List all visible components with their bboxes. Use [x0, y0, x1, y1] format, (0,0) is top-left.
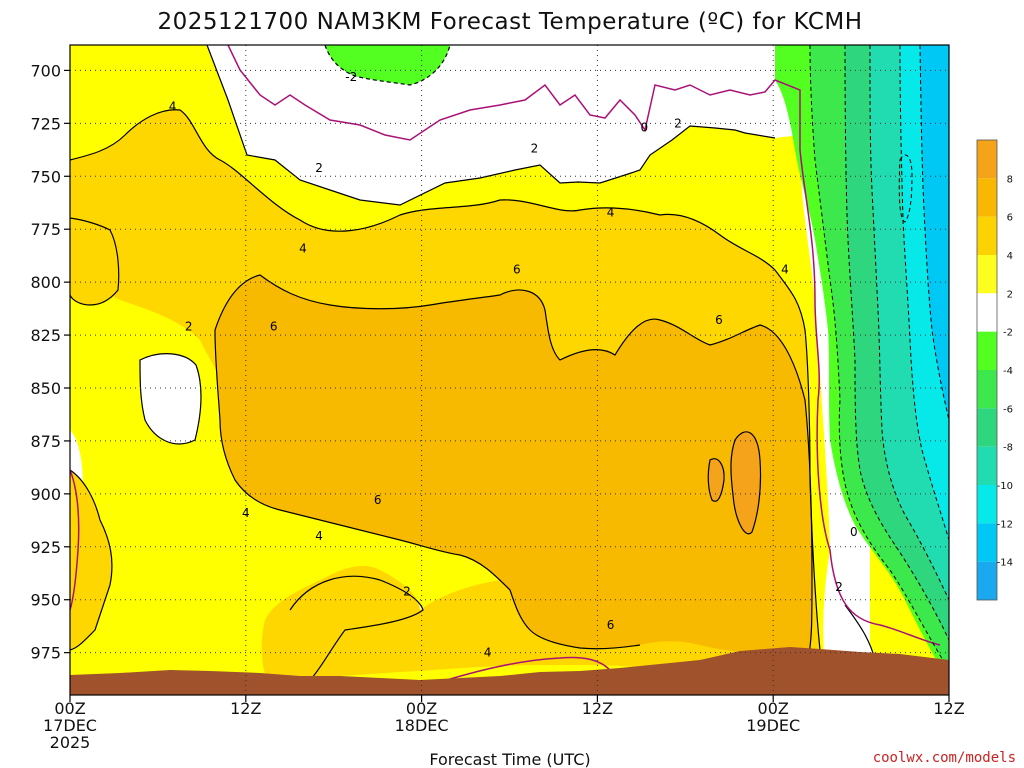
freezing-contour: [439, 656, 611, 683]
x-axis-label: Forecast Time (UTC): [429, 750, 590, 768]
contour-fill-4-to-6: [70, 218, 119, 305]
y-tick-label: 900: [30, 485, 61, 504]
colorbar-label: 4: [1007, 251, 1013, 262]
contour-label: 2: [835, 580, 843, 594]
x-tick-label: 00Z: [406, 699, 437, 718]
plot-area: [70, 45, 949, 695]
contour-label: 6: [513, 262, 521, 276]
y-tick-label: 800: [30, 273, 61, 292]
contour-fill-below-zero: [920, 45, 949, 420]
colorbar: 8 6 4 2 -2 -4 -6 -8 -10 -12 -14: [976, 139, 1013, 601]
contour-label: 4: [607, 205, 615, 219]
colorbar-label: 2: [1007, 289, 1013, 300]
contour-fill-6-to-8: [215, 275, 812, 660]
x-tick-label: 00Z: [758, 699, 789, 718]
y-tick-label: 775: [30, 220, 61, 239]
contour-fill-below-zero: [325, 45, 450, 85]
contour-label: 0: [850, 525, 858, 539]
contour-label: 6: [715, 313, 723, 327]
x-tick-label: 12Z: [230, 699, 261, 718]
colorbar-label: -4: [1003, 366, 1013, 377]
grid-lines: [70, 45, 949, 695]
x-tick-label: 17DEC: [43, 716, 97, 735]
credit-link[interactable]: coolwx.com/models: [873, 750, 1016, 766]
contour-label: 2: [674, 116, 682, 130]
y-tick-label: 950: [30, 591, 61, 610]
colorbar-label: -10: [997, 481, 1013, 492]
colorbar-frame: [976, 139, 998, 601]
colorbar-label: 6: [1007, 213, 1013, 224]
contour-label: 4: [315, 529, 323, 543]
freezing-contour: [70, 469, 80, 611]
colorbar-label: -14: [997, 558, 1013, 569]
y-tick-label: 825: [30, 326, 61, 345]
contour-fill-0-to-2: [207, 45, 800, 205]
colorbar-swatch: [977, 178, 997, 217]
colorbar-swatch: [977, 370, 997, 409]
contour-label: 4: [169, 99, 177, 113]
colorbar-swatch: [977, 216, 997, 255]
colorbar-swatch: [977, 523, 997, 562]
colorbar-swatch: [977, 293, 997, 332]
x-tick-label: 00Z: [54, 699, 85, 718]
contour-label: -2: [345, 70, 357, 84]
y-tick-label: 850: [30, 379, 61, 398]
contour-label: 6: [270, 320, 278, 334]
contour-label: 6: [374, 493, 382, 507]
terrain-surface: [70, 647, 949, 695]
colorbar-label: -12: [997, 519, 1013, 530]
colorbar-label: -2: [1003, 328, 1013, 339]
colorbar-swatch: [977, 331, 997, 370]
contour-label: 6: [607, 618, 615, 632]
y-tick-label: 750: [30, 167, 61, 186]
contour-fill-4-to-6: [70, 470, 112, 650]
contour-fill-0-to-2: [140, 353, 201, 444]
colorbar-swatch: [977, 446, 997, 485]
y-tick-label: 925: [30, 538, 61, 557]
x-tick-label: 12Z: [933, 699, 964, 718]
contour-label: 2: [315, 161, 323, 175]
contour-label: 2: [185, 320, 193, 334]
freezing-contour: [227, 45, 941, 646]
contour-label: 4: [242, 506, 250, 520]
colorbar-swatch: [977, 485, 997, 524]
colorbar-swatch: [977, 140, 997, 179]
contour-labels: -2 4 0 2 2 2 4 4 6 4 6 2 6 4 6 4 0 2 2 6 4: [169, 70, 858, 660]
colorbar-swatch: [977, 561, 997, 600]
x-tick-label: 2025: [50, 733, 91, 752]
colorbar-label: -8: [1003, 443, 1013, 454]
plot-frame: [69, 44, 950, 696]
colorbar-swatch: [977, 255, 997, 294]
contour-label: 4: [299, 241, 307, 255]
negative-contours: [809, 45, 949, 671]
chart-title: 2025121700 NAM3KM Forecast Temperature (…: [157, 9, 862, 35]
contour-label: 2: [531, 142, 539, 156]
y-axis: 700 725 750 775 800 825 850 875 900 925 950 975: [30, 61, 70, 663]
x-tick-label: 19DEC: [746, 716, 800, 735]
colorbar-label: -6: [1003, 404, 1013, 415]
contour-label: 0: [640, 121, 648, 135]
x-tick-label: 18DEC: [395, 716, 449, 735]
y-tick-label: 725: [30, 114, 61, 133]
contour-label: 2: [403, 584, 411, 598]
contour-label: 4: [484, 646, 492, 660]
y-tick-label: 700: [30, 61, 61, 80]
contour-fill-8-to-10: [730, 431, 761, 534]
y-tick-label: 975: [30, 644, 61, 663]
contour-lines: [70, 45, 876, 681]
y-tick-label: 875: [30, 432, 61, 451]
x-tick-label: 12Z: [582, 699, 613, 718]
colorbar-label: 8: [1007, 174, 1013, 185]
colorbar-swatch: [977, 408, 997, 447]
contour-label: 4: [781, 262, 789, 276]
contour-fill-8-to-10: [708, 458, 725, 502]
